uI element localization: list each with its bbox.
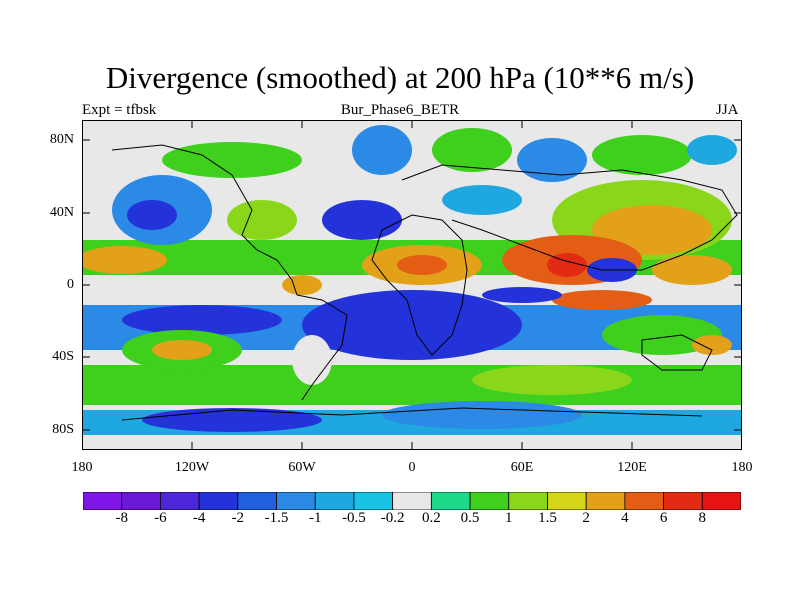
axis-ticks <box>82 120 742 450</box>
colorbar-label: 1.5 <box>538 510 557 526</box>
contour-fill <box>82 120 742 450</box>
colorbar-label: -0.5 <box>342 510 366 526</box>
colorbar-label: -8 <box>115 510 128 526</box>
colorbar-swatch <box>353 492 394 510</box>
colorbar-label: -2 <box>231 510 245 526</box>
coastlines <box>111 144 738 421</box>
lon-label-0: 0 <box>408 460 416 475</box>
colorbar-label: 2 <box>582 510 590 526</box>
colorbar-swatch <box>314 492 355 510</box>
colorbar-label: 0.2 <box>421 510 441 526</box>
colorbar-label: -6 <box>154 510 167 526</box>
colorbar-swatch <box>83 492 123 510</box>
colorbar-swatch <box>198 492 239 510</box>
lat-label-80n: 80N <box>49 132 74 147</box>
lat-label-80s: 80S <box>52 422 74 437</box>
colorbar-swatch <box>392 492 432 510</box>
divergence-map <box>82 120 742 450</box>
colorbar-swatch <box>160 492 200 510</box>
colorbar-label: 4 <box>621 510 629 526</box>
run-name-label: Bur_Phase6_BETR <box>340 102 460 118</box>
colorbar-swatch <box>237 492 277 510</box>
colorbar-swatch <box>469 492 510 510</box>
season-label: JJA <box>716 102 739 118</box>
colorbar-swatch <box>508 492 548 510</box>
colorbar-label: -0.2 <box>380 510 405 526</box>
colorbar-label: 6 <box>659 510 668 526</box>
colorbar-label: -1.5 <box>264 510 289 526</box>
lat-label-40n: 40N <box>49 205 74 220</box>
lon-label-60w: 60W <box>288 460 316 475</box>
colorbar-label: 0.5 <box>460 510 480 526</box>
lat-label-eq: 0 <box>67 277 74 292</box>
colorbar-label: -4 <box>192 510 206 526</box>
colorbar-label: -1 <box>308 510 322 526</box>
colorbar-swatch <box>624 492 664 510</box>
plot-title: Divergence (smoothed) at 200 hPa (10**6 … <box>105 60 695 95</box>
colorbar-swatch <box>585 492 626 510</box>
lon-label-120e: 120E <box>617 460 647 475</box>
lon-label-180e: 180 <box>731 460 753 475</box>
colorbar-swatch <box>547 492 587 510</box>
experiment-label: Expt = tfbsk <box>82 102 157 118</box>
lon-label-120w: 120W <box>174 460 210 475</box>
colorbar <box>83 492 741 510</box>
colorbar-swatch <box>276 492 316 510</box>
lon-label-60e: 60E <box>510 460 534 475</box>
lon-label-180w: 180 <box>71 460 93 475</box>
lat-label-40s: 40S <box>52 349 74 364</box>
colorbar-swatch <box>701 492 741 510</box>
colorbar-swatch <box>430 492 471 510</box>
colorbar-label: 8 <box>698 510 707 526</box>
colorbar-label: 1 <box>505 510 513 526</box>
colorbar-swatch <box>121 492 161 510</box>
colorbar-swatch <box>663 492 703 510</box>
